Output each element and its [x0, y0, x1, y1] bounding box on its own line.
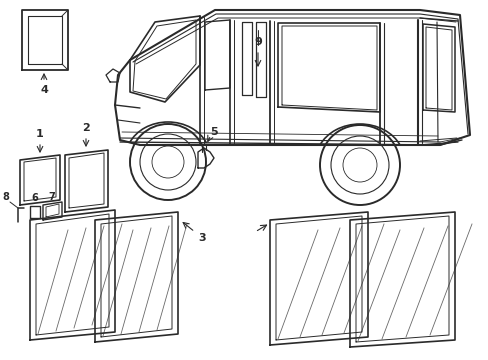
Text: 6: 6: [32, 193, 38, 203]
Text: 9: 9: [254, 37, 262, 47]
Text: 1: 1: [36, 129, 44, 139]
Text: 5: 5: [210, 127, 217, 137]
Text: 4: 4: [40, 85, 48, 95]
Text: 8: 8: [2, 192, 9, 202]
Text: 7: 7: [48, 192, 55, 202]
Text: 2: 2: [82, 123, 90, 133]
Text: 3: 3: [198, 233, 205, 243]
